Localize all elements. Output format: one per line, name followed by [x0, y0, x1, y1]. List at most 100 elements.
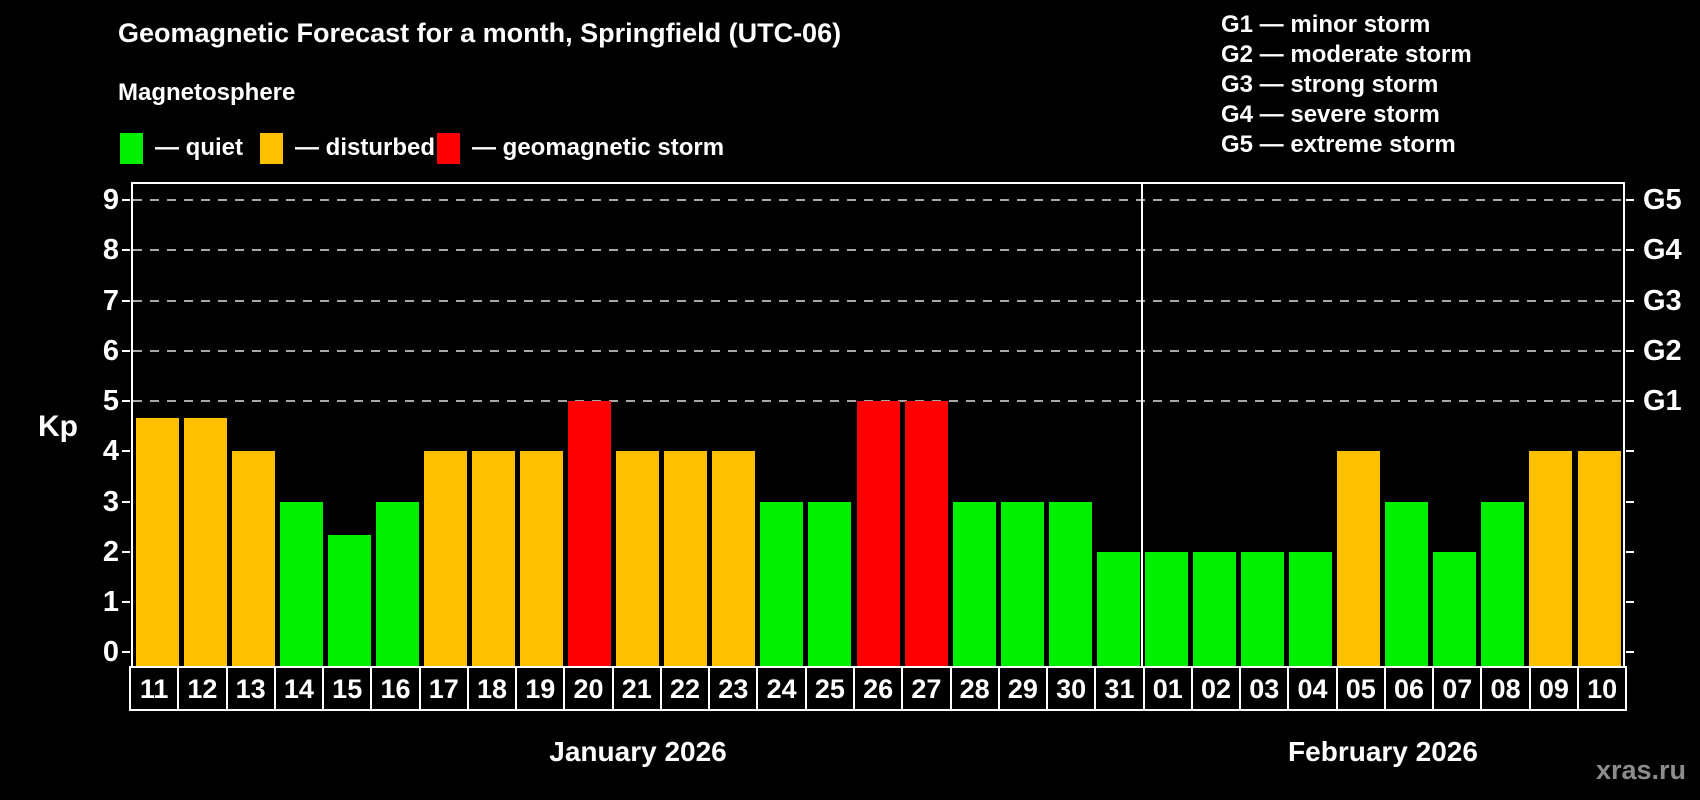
- day-label-12: 12: [177, 666, 228, 711]
- day-label-29: 29: [997, 666, 1049, 711]
- kp-bar-day-10: [1577, 451, 1621, 666]
- month-label-0: January 2026: [549, 736, 727, 767]
- y-axis-label-2: 2: [102, 535, 119, 568]
- day-label-15: 15: [322, 666, 373, 711]
- y-axis-tick-right: [1626, 349, 1634, 352]
- kp-bar-day-11: [135, 417, 179, 666]
- y-axis-label-7: 7: [102, 284, 119, 317]
- day-label-05: 05: [1335, 666, 1386, 711]
- y-axis-tick-right: [1626, 651, 1634, 654]
- g-axis-label-g1: G1: [1643, 385, 1682, 417]
- legend-item-disturbed: — disturbed: [260, 132, 435, 164]
- kp-bar-day-28: [952, 501, 996, 666]
- gridline-kp6: [133, 349, 1623, 352]
- g-scale-legend-item: G1 — minor storm: [1221, 11, 1431, 38]
- day-label-23: 23: [708, 666, 759, 711]
- y-axis-label-1: 1: [102, 586, 119, 618]
- kp-bar-day-20: [568, 401, 612, 666]
- kp-bar-day-08: [1481, 501, 1525, 666]
- status-legend: — quiet — disturbed — geomagnetic storm: [0, 132, 1000, 164]
- y-axis-tick-left: [122, 651, 130, 654]
- kp-bar-day-09: [1529, 451, 1573, 666]
- y-axis-tick-right: [1626, 199, 1634, 201]
- day-label-22: 22: [659, 666, 711, 711]
- day-label-11: 11: [129, 666, 180, 711]
- y-axis-label-0: 0: [102, 636, 119, 669]
- kp-bar-day-06: [1385, 501, 1429, 666]
- y-axis-label-3: 3: [102, 485, 119, 518]
- y-axis-label-8: 8: [102, 234, 119, 267]
- y-axis-tick-right: [1626, 450, 1634, 453]
- kp-bar-day-05: [1337, 451, 1381, 666]
- watermark: xras.ru: [1595, 755, 1686, 785]
- kp-bar-day-21: [616, 451, 660, 666]
- y-axis-tick-right: [1626, 299, 1634, 302]
- day-label-21: 21: [611, 666, 662, 711]
- day-label-08: 08: [1480, 666, 1531, 711]
- day-label-17: 17: [418, 666, 469, 711]
- kp-bar-day-14: [279, 501, 323, 666]
- kp-bar-day-17: [423, 451, 467, 666]
- kp-bar-day-12: [183, 417, 227, 666]
- day-label-18: 18: [466, 666, 518, 711]
- gridline-kp7: [133, 299, 1623, 302]
- kp-bar-day-29: [1000, 501, 1044, 666]
- day-label-03: 03: [1239, 666, 1290, 711]
- day-label-09: 09: [1528, 666, 1579, 711]
- magnetosphere-subtitle: Magnetosphere: [118, 79, 296, 106]
- kp-bar-day-07: [1433, 551, 1477, 666]
- legend-label-disturbed: — disturbed: [295, 134, 436, 161]
- y-axis-label-5: 5: [102, 385, 119, 417]
- g-scale-legend-item: G4 — severe storm: [1221, 101, 1440, 128]
- y-axis-tick-left: [122, 450, 130, 453]
- day-label-25: 25: [804, 666, 855, 711]
- g-scale-legend-item: G5 — extreme storm: [1221, 131, 1456, 158]
- storm-swatch: [437, 132, 460, 164]
- legend-item-quiet: — quiet: [120, 132, 243, 164]
- day-label-16: 16: [370, 666, 421, 711]
- y-axis-tick-right: [1626, 500, 1634, 503]
- g-axis-label-g4: G4: [1643, 234, 1682, 267]
- kp-bar-day-02: [1193, 551, 1236, 666]
- y-axis-label-4: 4: [102, 435, 119, 468]
- y-axis-tick-right: [1626, 601, 1634, 603]
- day-label-27: 27: [901, 666, 952, 711]
- kp-bar-day-13: [231, 451, 275, 666]
- day-label-26: 26: [852, 666, 904, 711]
- day-label-28: 28: [949, 666, 1000, 711]
- day-label-02: 02: [1190, 666, 1242, 711]
- legend-label-quiet: — quiet: [155, 134, 243, 161]
- chart-title: Geomagnetic Forecast for a month, Spring…: [118, 18, 842, 48]
- gridline-kp9: [133, 199, 1623, 201]
- kp-bar-day-16: [375, 501, 419, 666]
- y-axis-label-9: 9: [102, 184, 119, 216]
- day-label-07: 07: [1432, 666, 1483, 711]
- kp-bar-day-15: [327, 535, 371, 666]
- kp-bar-day-19: [520, 451, 563, 666]
- g-scale-legend-item: G3 — strong storm: [1221, 71, 1439, 98]
- day-label-31: 31: [1094, 666, 1145, 711]
- y-axis-tick-left: [122, 400, 130, 402]
- y-axis-tick-right: [1626, 249, 1634, 252]
- kp-bar-day-01: [1144, 551, 1188, 666]
- y-axis-tick-left: [122, 500, 130, 503]
- kp-bar-day-31: [1096, 551, 1140, 666]
- day-label-13: 13: [225, 666, 276, 711]
- month-label-1: February 2026: [1288, 736, 1478, 767]
- legend-item-storm: — geomagnetic storm: [437, 132, 724, 164]
- kp-bar-day-24: [760, 501, 804, 666]
- quiet-swatch: [120, 132, 143, 164]
- kp-bar-day-30: [1048, 501, 1092, 666]
- y-axis-tick-left: [122, 299, 130, 302]
- day-label-24: 24: [756, 666, 807, 711]
- y-axis-label-6: 6: [102, 334, 119, 367]
- kp-bar-day-23: [712, 451, 756, 666]
- kp-bar-day-03: [1241, 551, 1284, 666]
- month-separator-line: [1141, 184, 1144, 666]
- kp-bar-day-26: [856, 401, 900, 666]
- day-label-04: 04: [1287, 666, 1338, 711]
- y-axis-title-kp: Kp: [38, 410, 78, 443]
- gridline-kp8: [133, 249, 1623, 252]
- kp-bar-day-04: [1289, 551, 1333, 666]
